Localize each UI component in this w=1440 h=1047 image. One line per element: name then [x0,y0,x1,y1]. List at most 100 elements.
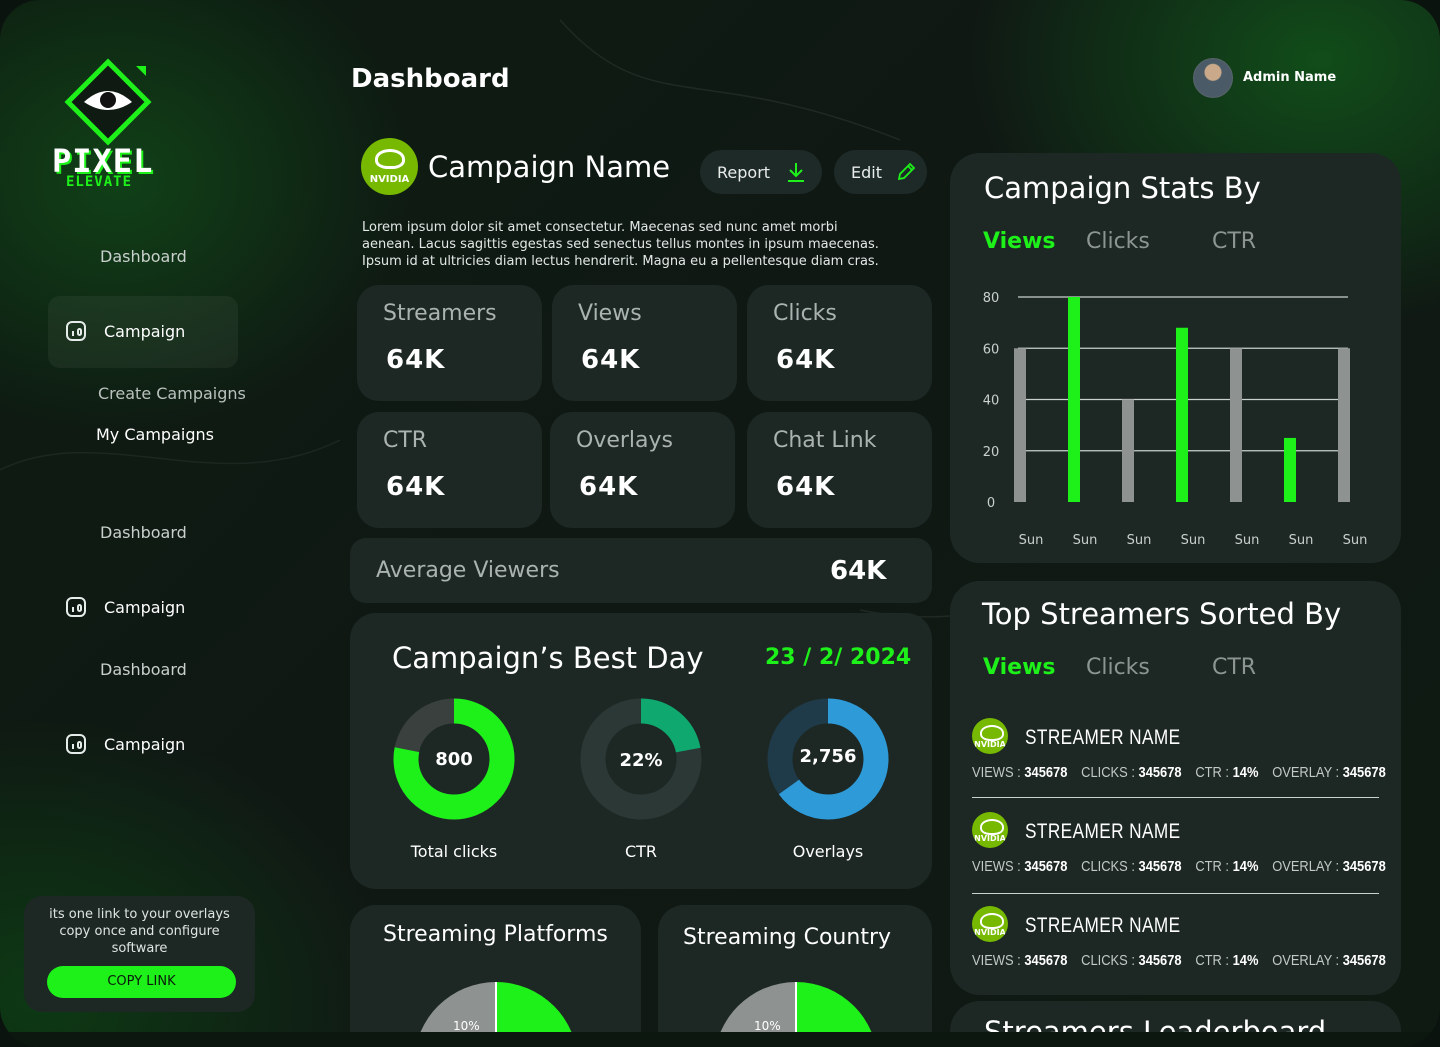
edit-label: Edit [851,162,882,182]
stat-label: Streamers [383,301,497,326]
bar[interactable] [1176,327,1188,502]
streamer-name: STREAMER NAME [1025,726,1181,749]
bar[interactable] [1284,437,1296,502]
stat-card-overlays: Overlays 64K [550,412,735,528]
best-day-title: Campaign’s Best Day [392,641,704,675]
sidebar-item-label: Dashboard [100,659,187,679]
admin-name: Admin Name [1243,70,1337,85]
average-viewers-card: Average Viewers 64K [350,538,932,603]
donut-value: 2,756 [799,746,857,767]
donut-segment [767,698,889,820]
streamer-name: STREAMER NAME [1025,914,1181,937]
bar[interactable] [1014,348,1026,502]
streamer-row[interactable]: NVIDIA STREAMER NAME VIEWS : 345678 CLICK… [972,718,1386,788]
page-title: Dashboard [351,64,510,94]
stat-value: 64K [386,345,446,375]
stat-value: 64K [386,472,446,502]
avatar[interactable] [1193,58,1233,98]
stat-card-streamers: Streamers 64K [357,285,542,401]
promo-text: its one link to your overlays copy once … [49,907,230,956]
pie-slice-green [496,982,572,1032]
donut-segment [580,698,702,820]
streamer-row[interactable]: NVIDIA STREAMER NAME VIEWS : 345678 CLICK… [972,812,1386,882]
sidebar-item-dashboard-2[interactable]: Dashboard [62,522,187,542]
sidebar-item-dashboard-3[interactable]: Dashboard [62,659,187,679]
campaign-stats-card: Campaign Stats By Views Clicks CTR 0 20 40… [950,153,1401,563]
pencil-icon [897,162,916,181]
chart-icon [66,321,86,341]
bar[interactable] [1068,297,1080,502]
edit-button[interactable]: Edit [834,150,927,194]
tab-ctr[interactable]: CTR [1212,655,1257,680]
leaderboard-title: Streamers Leaderboard [984,1015,1327,1032]
stat-card-clicks: Clicks 64K [747,285,932,401]
streamer-stats: VIEWS : 345678 CLICKS : 345678 CTR : 14% OV… [972,858,1386,875]
streamer-stats: VIEWS : 345678 CLICKS : 345678 CTR : 14% OV… [972,764,1386,781]
x-tick-label: Sun [1181,533,1206,548]
pixel-logo-icon [64,58,152,146]
donut-segment [393,698,515,820]
y-tick-label: 0 [987,496,995,511]
bar[interactable] [1338,348,1350,502]
sidebar-item-campaign-active[interactable] [48,296,238,368]
sidebar-subitem-my-campaigns[interactable]: My Campaigns [96,425,214,444]
stat-label: Chat Link [773,428,877,453]
tab-views[interactable]: Views [983,655,1056,680]
sidebar-subitem-create-campaigns[interactable]: Create Campaigns [98,384,246,403]
donut-chart [393,698,515,820]
sidebar-item-campaign-1[interactable]: Campaign [66,321,185,341]
pie-slice-gray [720,982,796,1032]
copy-link-button[interactable]: COPY LINK [47,966,236,998]
tab-views[interactable]: Views [983,229,1056,254]
sidebar-item-label: Dashboard [100,246,187,266]
bottom-edge [0,1032,1440,1047]
top-streamers-card: Top Streamers Sorted By Views Clicks CTR [950,581,1401,995]
stat-card-views: Views 64K [552,285,737,401]
report-label: Report [717,162,771,182]
stat-value: 64K [776,345,836,375]
platforms-title: Streaming Platforms [383,922,608,947]
chart-icon [66,734,86,754]
donut-overlays: 2,756 Overlays [764,695,892,885]
x-tick-label: Sun [1019,533,1044,548]
tab-clicks[interactable]: Clicks [1086,229,1150,254]
y-tick-label: 60 [983,342,1000,357]
pie-slice-green [796,982,872,1032]
donut-value: 800 [435,749,473,770]
stat-label: Views [578,301,642,326]
stat-card-ctr: CTR 64K [357,412,542,528]
donut-label: CTR [624,842,658,861]
streamer-divider [972,893,1379,894]
pie-slice-gray [420,982,496,1032]
y-tick-label: 40 [983,394,1000,409]
sidebar-item-campaign-2[interactable]: Campaign [66,597,185,617]
y-tick-label: 80 [983,291,1000,306]
donut-chart [580,698,702,820]
bar[interactable] [1230,348,1242,502]
grid-icon [62,659,82,679]
grid-icon [62,522,82,542]
stat-value: 64K [579,472,639,502]
streamer-row[interactable]: NVIDIA STREAMER NAME VIEWS : 345678 CLICK… [972,906,1386,976]
stat-card-chat-link: Chat Link 64K [747,412,932,528]
brand-logo[interactable]: PIXEL ELEVATE [50,58,175,193]
sidebar-item-dashboard-1[interactable]: Dashboard [62,246,187,266]
average-viewers-value: 64K [830,556,887,586]
sidebar-item-campaign-3[interactable]: Campaign [66,734,185,754]
bar[interactable] [1122,399,1134,503]
streamer-logo-icon: NVIDIA [972,718,1008,754]
donut-chart [767,698,889,820]
campaign-logo: NVIDIA [361,138,418,195]
campaign-name: Campaign Name [428,150,671,184]
country-slice-label: 10% [754,1019,781,1032]
platforms-pie [420,982,572,1032]
tab-clicks[interactable]: Clicks [1086,655,1150,680]
stat-label: Clicks [773,301,837,326]
report-button[interactable]: Report [700,150,822,194]
streamer-stats: VIEWS : 345678 CLICKS : 345678 CTR : 14% OV… [972,952,1386,969]
campaign-logo-text: NVIDIA [369,174,410,185]
x-tick-label: Sun [1343,533,1368,548]
sidebar-item-label: Dashboard [100,522,187,542]
tab-ctr[interactable]: CTR [1212,229,1257,254]
